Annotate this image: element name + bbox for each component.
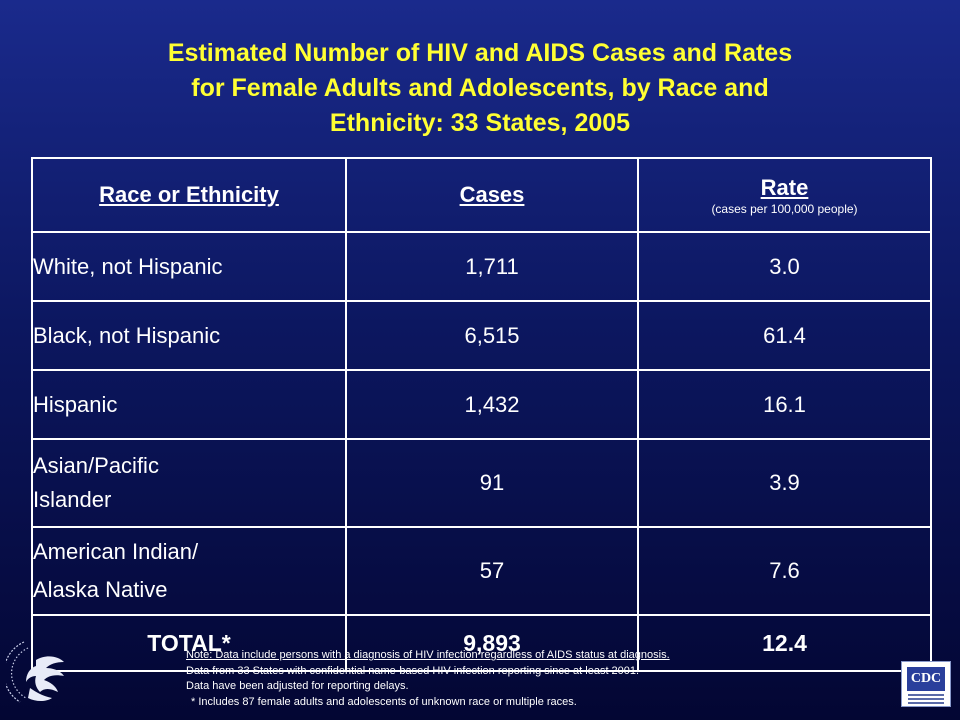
footnote-line-1: Note: Data include persons with a diagno… <box>186 649 670 661</box>
table-row: Hispanic 1,432 16.1 <box>31 369 932 440</box>
cases-cell: 1,711 <box>345 231 639 302</box>
race-cell: American Indian/ Alaska Native <box>31 526 347 616</box>
total-rate: 12.4 <box>637 614 932 672</box>
hhs-eagle-seal-icon <box>6 641 64 703</box>
footnotes: Note: Data include persons with a diagno… <box>186 648 846 710</box>
cases-rates-table: Race or Ethnicity Cases Rate (cases per … <box>31 157 932 672</box>
title-line-1: Estimated Number of HIV and AIDS Cases a… <box>167 39 793 67</box>
cases-cell: 1,432 <box>345 369 639 440</box>
header-rate: Rate (cases per 100,000 people) <box>637 157 932 233</box>
table-row: Asian/Pacific Islander 91 3.9 <box>31 438 932 528</box>
rate-cell: 61.4 <box>637 300 932 371</box>
header-race: Race or Ethnicity <box>31 157 347 233</box>
race-cell: White, not Hispanic <box>31 231 347 302</box>
race-line-1: American Indian/ <box>33 539 199 564</box>
footnote-line-2: Data from 33 States with confidential na… <box>186 664 640 677</box>
footnote-line-4: * Includes 87 female adults and adolesce… <box>191 695 577 708</box>
cases-cell: 6,515 <box>345 300 639 371</box>
rate-cell: 3.9 <box>637 438 932 528</box>
race-line-2: Islander <box>33 487 112 512</box>
table-row: White, not Hispanic 1,711 3.0 <box>31 231 932 302</box>
race-line-1: Asian/Pacific <box>33 453 159 478</box>
race-line-2: Alaska Native <box>33 577 168 602</box>
table-header-row: Race or Ethnicity Cases Rate (cases per … <box>31 157 932 233</box>
slide-title: Estimated Number of HIV and AIDS Cases a… <box>60 36 900 141</box>
footnote-line-3: Data have been adjusted for reporting de… <box>186 680 409 692</box>
cdc-logo-text: CDC <box>907 667 945 691</box>
race-cell: Hispanic <box>31 369 347 440</box>
rate-cell: 7.6 <box>637 526 932 616</box>
cdc-logo-lines <box>908 694 944 706</box>
table-row: Black, not Hispanic 6,515 61.4 <box>31 300 932 371</box>
header-rate-subtitle: (cases per 100,000 people) <box>711 202 858 216</box>
cdc-logo-icon: CDC <box>901 661 951 707</box>
total-label: TOTAL* <box>31 614 347 672</box>
header-cases: Cases <box>345 157 639 233</box>
race-cell: Asian/Pacific Islander <box>31 438 347 528</box>
rate-cell: 16.1 <box>637 369 932 440</box>
cases-cell: 91 <box>345 438 639 528</box>
table-total-row: TOTAL* 9,893 12.4 <box>31 614 932 672</box>
rate-cell: 3.0 <box>637 231 932 302</box>
title-line-3: Ethnicity: 33 States, 2005 <box>329 109 631 137</box>
header-rate-label: Rate <box>760 175 809 200</box>
table-row: American Indian/ Alaska Native 57 7.6 <box>31 526 932 616</box>
race-cell: Black, not Hispanic <box>31 300 347 371</box>
total-cases: 9,893 <box>345 614 639 672</box>
cases-cell: 57 <box>345 526 639 616</box>
title-line-2: for Female Adults and Adolescents, by Ra… <box>191 74 769 102</box>
